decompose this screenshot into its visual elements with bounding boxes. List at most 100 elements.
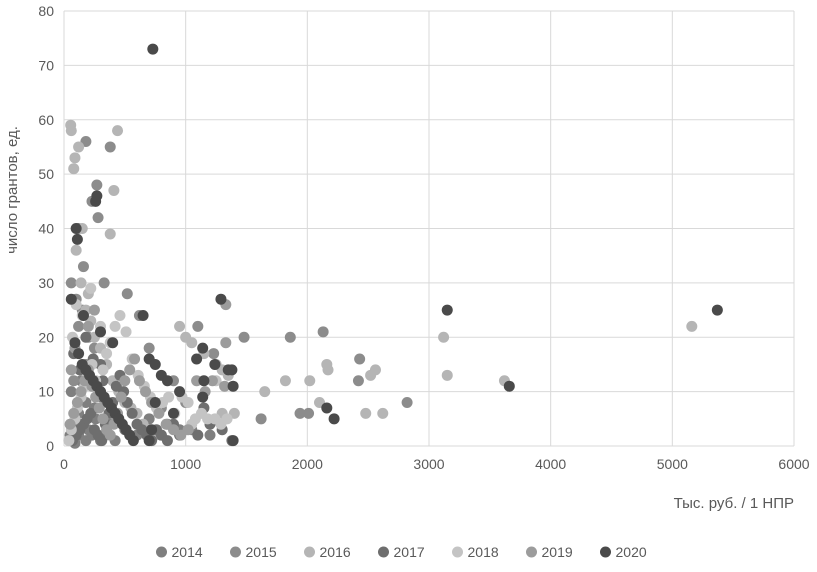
data-point-2016 — [65, 125, 77, 137]
legend-label: 2019 — [542, 544, 573, 560]
data-point-2020 — [71, 233, 83, 245]
data-point-2016 — [70, 244, 82, 256]
data-point-2016 — [69, 152, 81, 164]
data-point-2020 — [197, 391, 209, 403]
data-point-2019 — [133, 375, 145, 387]
data-point-2020 — [226, 364, 238, 376]
data-point-2017 — [192, 429, 204, 441]
data-point-2019 — [129, 353, 141, 365]
data-point-2015 — [317, 326, 329, 338]
data-point-2019 — [119, 375, 131, 387]
data-point-2015 — [208, 348, 220, 360]
data-point-2016 — [174, 320, 186, 332]
x-tick-label: 2000 — [292, 456, 323, 472]
x-tick-label: 4000 — [535, 456, 566, 472]
data-point-2016 — [377, 407, 389, 419]
data-point-2018 — [101, 348, 113, 360]
data-point-2020 — [168, 407, 179, 419]
data-point-2015 — [238, 331, 250, 343]
y-tick-label: 0 — [46, 438, 54, 454]
data-point-2018 — [85, 282, 97, 294]
data-point-2016 — [259, 386, 271, 398]
ticks-layer: 0 10 20 30 40 50 60 70 80 0 1000 2000 3000 4000 5000 60… — [38, 3, 809, 472]
legend-marker — [526, 546, 537, 558]
data-point-2020 — [503, 380, 515, 392]
data-point-2020 — [90, 195, 102, 207]
data-point-2016 — [360, 407, 372, 419]
data-point-2019 — [65, 364, 77, 376]
data-point-2015 — [255, 413, 267, 425]
data-point-2019 — [206, 375, 218, 387]
x-tick-label: 6000 — [778, 456, 809, 472]
data-point-2015 — [65, 277, 77, 289]
data-point-2015 — [98, 277, 110, 289]
x-axis-title: Тыс. руб. / 1 НПР — [674, 495, 794, 512]
data-point-2020 — [711, 304, 723, 316]
data-point-2015 — [284, 331, 296, 343]
data-point-2016 — [68, 163, 80, 175]
data-point-2017 — [96, 435, 108, 447]
data-point-2015 — [91, 179, 103, 191]
data-point-2018 — [182, 397, 194, 408]
data-point-2020 — [227, 380, 239, 392]
data-point-2016 — [322, 364, 334, 376]
data-point-2020 — [441, 304, 453, 316]
legend-marker — [156, 546, 167, 558]
data-point-2020 — [137, 310, 149, 321]
data-point-2017 — [80, 331, 92, 343]
data-point-2019 — [97, 413, 109, 425]
data-point-2015 — [104, 141, 116, 153]
data-point-2020 — [174, 386, 186, 398]
data-point-2018 — [221, 413, 233, 425]
legend-marker — [230, 546, 241, 558]
data-point-2015 — [354, 353, 366, 365]
data-point-2016 — [75, 277, 87, 289]
data-point-2017 — [126, 407, 138, 419]
data-point-2020 — [328, 413, 340, 425]
data-point-2016 — [186, 337, 198, 349]
data-point-2018 — [163, 391, 175, 403]
data-point-2016 — [686, 320, 698, 332]
points-layer — [63, 43, 723, 449]
data-point-2015 — [192, 320, 204, 332]
legend-label: 2014 — [172, 544, 203, 560]
legend-label: 2015 — [246, 544, 277, 560]
data-point-2018 — [114, 310, 126, 321]
data-point-2020 — [127, 435, 139, 447]
y-tick-label: 40 — [38, 221, 54, 237]
data-point-2020 — [227, 435, 239, 447]
data-point-2015 — [303, 407, 315, 419]
data-point-2019 — [182, 424, 194, 436]
y-tick-label: 50 — [38, 166, 54, 182]
data-point-2015 — [143, 342, 155, 354]
data-point-2015 — [352, 375, 364, 387]
data-point-2015 — [68, 375, 80, 387]
data-point-2016 — [438, 331, 450, 343]
data-point-2019 — [64, 418, 76, 430]
data-point-2020 — [209, 358, 221, 370]
data-point-2019 — [82, 320, 94, 332]
y-tick-label: 20 — [38, 329, 54, 345]
data-point-2020 — [191, 353, 203, 365]
legend-marker — [452, 546, 463, 558]
legend-marker — [600, 546, 611, 558]
data-point-2020 — [197, 342, 209, 354]
data-point-2015 — [92, 212, 104, 224]
data-point-2020 — [215, 293, 227, 305]
x-tick-label: 5000 — [657, 456, 688, 472]
data-point-2014 — [204, 429, 216, 441]
data-point-2019 — [115, 391, 127, 403]
data-point-2016 — [108, 184, 120, 196]
y-tick-label: 30 — [38, 275, 54, 291]
data-point-2020 — [107, 337, 119, 349]
data-point-2019 — [104, 429, 116, 441]
data-point-2015 — [77, 261, 89, 273]
y-tick-label: 10 — [38, 384, 54, 400]
data-point-2018 — [120, 326, 132, 338]
data-point-2019 — [219, 380, 231, 392]
data-point-2015 — [121, 288, 133, 300]
data-point-2016 — [304, 375, 316, 387]
data-point-2020 — [73, 348, 85, 360]
